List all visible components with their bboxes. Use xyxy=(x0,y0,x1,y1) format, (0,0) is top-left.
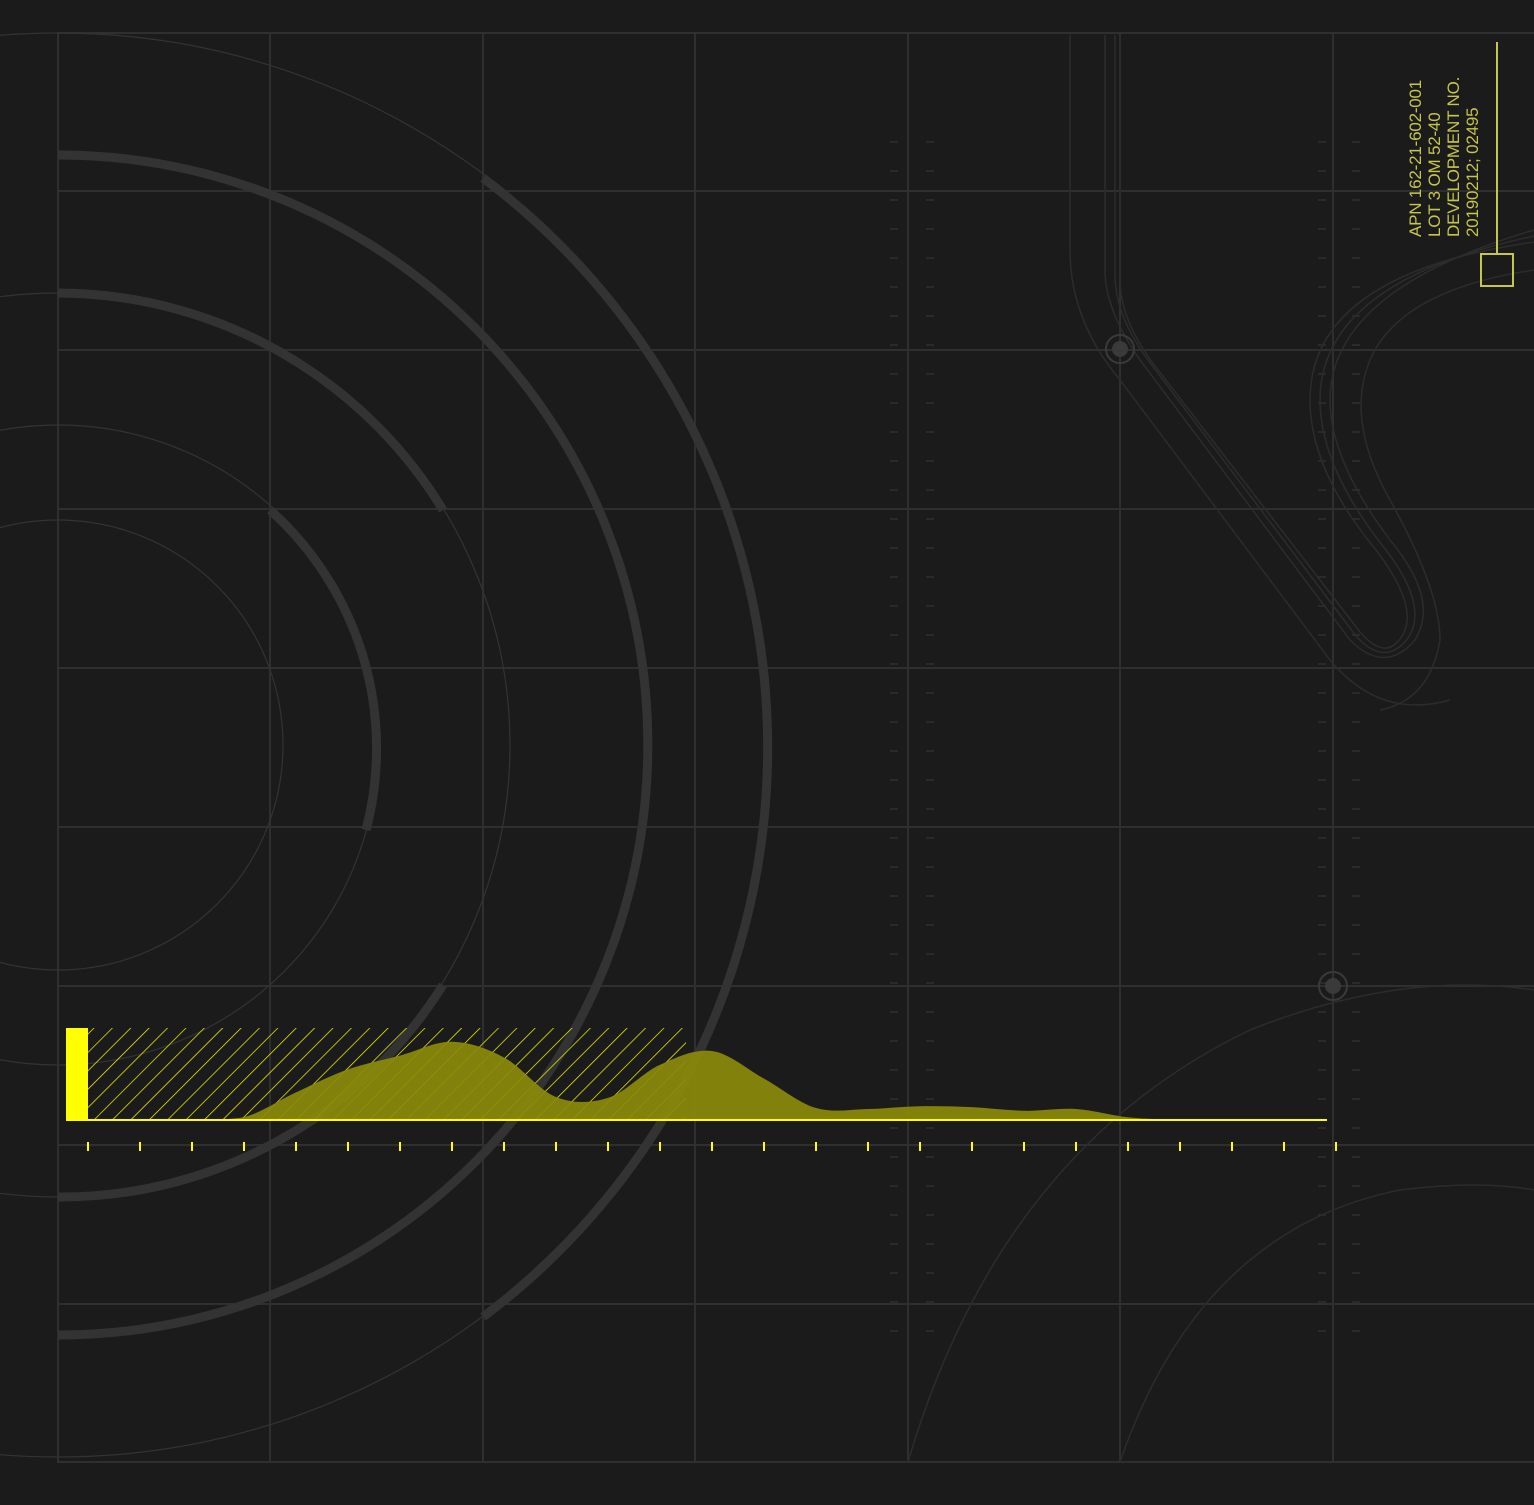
track-curve xyxy=(908,985,1534,1462)
thin-circle xyxy=(0,33,770,1457)
thin-circle xyxy=(0,425,378,1065)
track-curve xyxy=(1361,270,1534,710)
corner-indicator xyxy=(1481,42,1513,286)
track-curve xyxy=(1070,35,1450,705)
grid-lines xyxy=(58,33,1534,1462)
track-curves xyxy=(908,35,1534,1462)
thin-circle xyxy=(0,520,283,970)
grid-frame xyxy=(58,33,1534,1462)
thick-arc xyxy=(58,293,443,510)
square-outline-icon xyxy=(1481,254,1513,286)
thin-concentric-circles xyxy=(0,33,770,1457)
track-curve xyxy=(1120,35,1534,648)
track-curve xyxy=(1115,35,1534,653)
accent-bar-marker-icon xyxy=(66,1028,88,1120)
track-curve xyxy=(1105,35,1534,658)
thick-arc xyxy=(58,155,648,1335)
thick-arc xyxy=(270,510,377,830)
thick-arc xyxy=(483,178,768,1317)
track-curve xyxy=(1120,1185,1534,1462)
thick-arc-rings xyxy=(58,155,768,1335)
